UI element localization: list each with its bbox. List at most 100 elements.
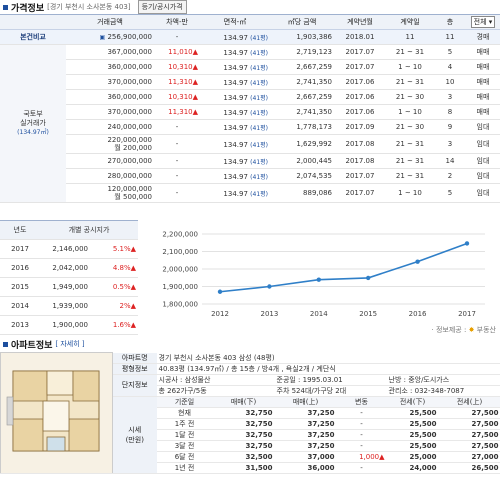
y-tick-label: 1,900,000 bbox=[162, 283, 198, 291]
heating: 난방 : 중앙/도시가스 bbox=[386, 374, 500, 386]
data-point[interactable] bbox=[366, 275, 371, 281]
date-cell: 1주 전 bbox=[156, 418, 213, 430]
price-cell: 360,000,000 bbox=[66, 59, 154, 75]
chart-svg: 2,200,000 2,100,000 2,000,000 1,900,000 1,80… bbox=[162, 231, 485, 318]
apt-section-header: 아파트정보 [ 자세히 ] bbox=[3, 337, 85, 351]
y-tick-label: 1,800,000 bbox=[162, 301, 198, 309]
sale-high-cell: 37,000 bbox=[274, 451, 337, 463]
floor-cell: 10 bbox=[434, 74, 466, 90]
type-filter-select[interactable]: 전체 ▾ bbox=[466, 14, 500, 30]
pct-change-cell: 1.6%▲ bbox=[90, 315, 138, 335]
type-filter-dropdown[interactable]: 전체 ▾ bbox=[470, 16, 496, 28]
price-table: 거래금액 차액-만 면적-㎡ ㎡당 금액 계약년월 계약일 층 전체 ▾ 본건비… bbox=[0, 14, 500, 203]
up-arrow-icon: ▲ bbox=[192, 78, 198, 86]
details-link[interactable]: [ 자세히 ] bbox=[55, 340, 85, 348]
jeonse-low-cell: 25,500 bbox=[386, 407, 439, 419]
up-arrow-icon: ▲ bbox=[192, 63, 198, 71]
data-point[interactable] bbox=[217, 289, 223, 294]
land-price-cell: 1,900,000 bbox=[40, 315, 90, 335]
day-cell: 21 ~ 30 bbox=[386, 119, 434, 135]
col-diff: 차액-만 bbox=[154, 14, 200, 30]
price-cell: 240,000,000 bbox=[66, 119, 154, 135]
land-price-cell: 1,939,000 bbox=[40, 296, 90, 316]
jeonse-low-cell: 25,500 bbox=[386, 440, 439, 452]
floor-cell: 4 bbox=[434, 59, 466, 75]
complex-info-label: 단지정보 bbox=[112, 374, 157, 397]
data-point[interactable] bbox=[316, 277, 321, 282]
col-unit: ㎡당 금액 bbox=[270, 14, 334, 30]
market-price-row: 6달 전 32,500 37,000 1,000▲ 25,000 27,000 … bbox=[1, 451, 500, 463]
jeonse-low-cell: 24,000 bbox=[386, 462, 439, 474]
jeonse-high-cell: 27,500 bbox=[438, 440, 500, 452]
sale-low-cell: 32,500 bbox=[212, 451, 275, 463]
ym-cell: 2017.06 bbox=[334, 104, 386, 120]
col-year: 년도 bbox=[0, 220, 40, 240]
col-day: 계약일 bbox=[386, 14, 434, 30]
x-tick-label: 2015 bbox=[359, 310, 377, 318]
price-cell: 370,000,000 bbox=[66, 104, 154, 120]
market-col-header: 매매(下) bbox=[212, 396, 275, 408]
day-cell: 21 ~ 31 bbox=[386, 74, 434, 90]
floor-cell: 14 bbox=[434, 153, 466, 169]
type-cell: 임대 bbox=[466, 168, 500, 184]
data-point[interactable] bbox=[464, 241, 470, 246]
col-area: 면적-㎡ bbox=[200, 14, 270, 30]
year-cell: 2013 bbox=[0, 315, 40, 335]
market-price-row: 1년 전 31,500 36,000 - 24,000 26,500 - bbox=[1, 462, 500, 474]
apt-name: 경기 부천시 소사본동 403 삼성 (48평) bbox=[156, 352, 500, 364]
floor-cell: 5 bbox=[434, 183, 466, 203]
change-cell: - bbox=[336, 407, 387, 419]
jeonse-high-cell: 27,000 bbox=[438, 451, 500, 463]
day-cell: 1 ~ 10 bbox=[386, 59, 434, 75]
floor-plan-image[interactable] bbox=[0, 352, 113, 474]
area-cell: 134.97 (41평) bbox=[200, 153, 270, 169]
diff-cell: 11,310▲ bbox=[154, 104, 200, 120]
price-table-header: 거래금액 차액-만 면적-㎡ ㎡당 금액 계약년월 계약일 층 전체 ▾ bbox=[0, 14, 500, 30]
sale-high-cell: 37,250 bbox=[274, 440, 337, 452]
unit-price-cell: 2,741,350 bbox=[270, 104, 334, 120]
sale-high-cell: 37,250 bbox=[274, 418, 337, 430]
ym-cell: 2017.06 bbox=[334, 89, 386, 105]
pct-change-cell: 4.8%▲ bbox=[90, 258, 138, 278]
day-cell: 1 ~ 10 bbox=[386, 183, 434, 203]
brand-star-icon: ✸ bbox=[468, 326, 475, 334]
doc-icon: ▣ bbox=[99, 34, 106, 41]
y-tick-label: 2,000,000 bbox=[162, 266, 198, 274]
change-cell: 1,000▲ bbox=[336, 451, 387, 463]
type-cell: 임대 bbox=[466, 153, 500, 169]
transaction-row: 370,000,000 11,310▲ 134.97 (41평) 2,741,350 2… bbox=[0, 104, 500, 120]
type-cell: 임대 bbox=[466, 119, 500, 135]
data-point[interactable] bbox=[415, 259, 420, 264]
unit-price-cell: 889,086 bbox=[270, 183, 334, 203]
jeonse-high-cell: 27,500 bbox=[438, 418, 500, 430]
unit-price-cell: 1,778,173 bbox=[270, 119, 334, 135]
price-section-title: 가격정보 bbox=[11, 3, 45, 14]
diff-cell: - bbox=[154, 183, 200, 203]
sale-low-cell: 32,750 bbox=[212, 440, 275, 452]
transaction-row: 270,000,000-134.97 (41평) 2,000,445 2017.08… bbox=[0, 153, 500, 169]
unit-price-cell: 2,074,535 bbox=[270, 168, 334, 184]
type-cell: 임대 bbox=[466, 134, 500, 154]
registry-price-button[interactable]: 등기/공시가격 bbox=[137, 0, 187, 14]
floor-plan-icon bbox=[6, 370, 100, 452]
price-cell: 270,000,000 bbox=[66, 153, 154, 169]
unit-price-cell: 1,629,992 bbox=[270, 134, 334, 154]
area-info: 40.83평 (134.97㎡) / 총 15층 / 방4개 , 욕실2개 / … bbox=[156, 363, 500, 375]
type-cell: 매매 bbox=[466, 104, 500, 120]
sale-low-cell: 32,750 bbox=[212, 429, 275, 441]
sale-low-cell: 32,750 bbox=[212, 418, 275, 430]
price-section-header: 가격정보 [경기 부천시 소사본동 403] 등기/공시가격 bbox=[3, 0, 187, 14]
date-cell: 현재 bbox=[156, 407, 213, 419]
day-cell: 21 ~ 31 bbox=[386, 153, 434, 169]
own-property-row: 본건비교 ▣ 256,900,000 - 134.97 (41평) 1,903,… bbox=[0, 29, 500, 45]
data-source-note: · 정보제공 : ✸ 부동산 bbox=[431, 326, 496, 334]
land-price-cell: 1,949,000 bbox=[40, 277, 90, 297]
sale-low-cell: 32,750 bbox=[212, 407, 275, 419]
household-count: 총 262가구/5동 bbox=[156, 385, 275, 397]
ym-cell: 2017.08 bbox=[334, 153, 386, 169]
year-cell: 2015 bbox=[0, 277, 40, 297]
ym-cell: 2017.07 bbox=[334, 44, 386, 60]
sale-high-cell: 36,000 bbox=[274, 462, 337, 474]
data-point[interactable] bbox=[267, 284, 272, 289]
molit-label: 국토부 실거래가 (134.97㎡) bbox=[0, 44, 66, 203]
